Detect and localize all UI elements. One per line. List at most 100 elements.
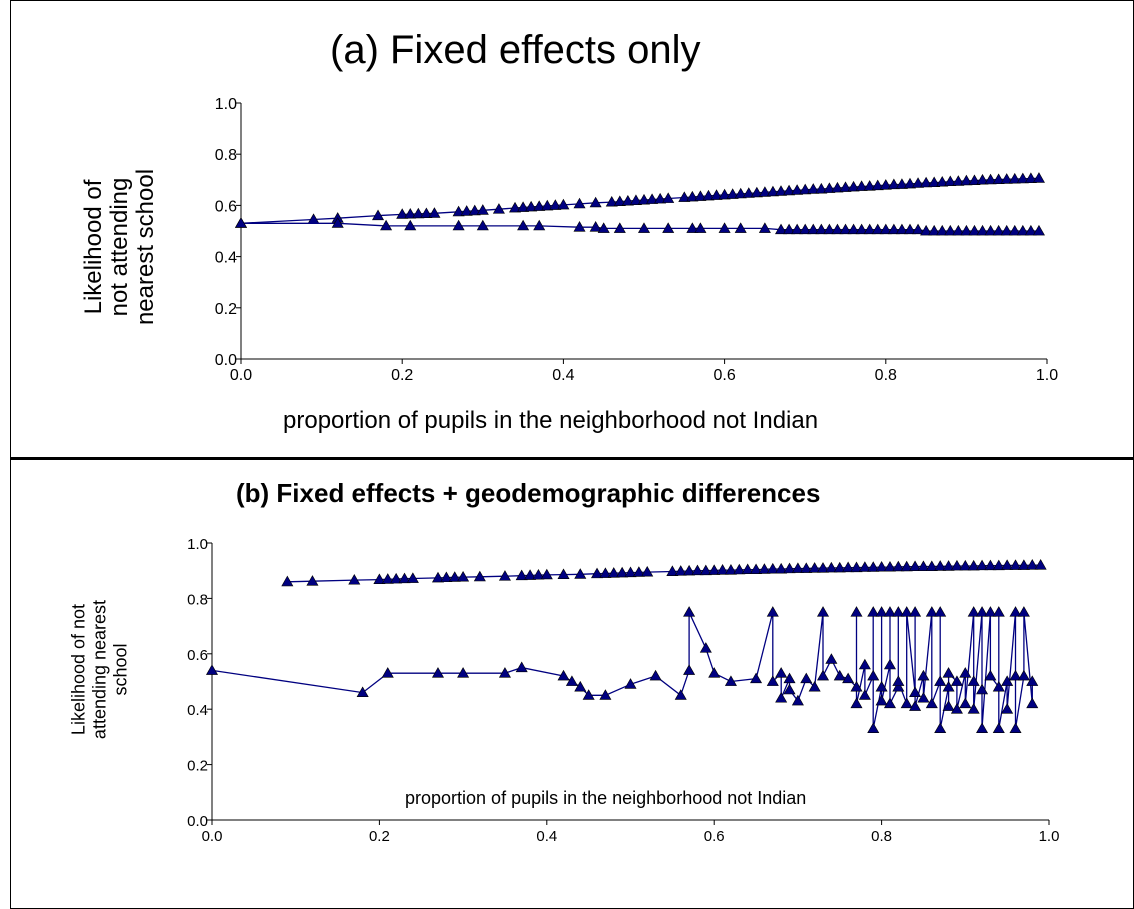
chart-a-series-2-marker — [734, 222, 747, 233]
chart-b-series-1-marker — [348, 574, 361, 585]
chart-b-series-1-marker — [909, 560, 922, 571]
chart-b-series-1-marker — [406, 572, 419, 583]
chart-a-series-2-marker — [960, 224, 973, 236]
chart-b-series-2-marker — [825, 653, 838, 664]
chart-a-series-1-marker — [702, 189, 715, 201]
chart-a-series-1-marker — [404, 207, 417, 219]
chart-a-series-1-marker — [815, 182, 828, 194]
chart-b-series-1-marker — [515, 569, 528, 581]
chart-a-series-2-marker — [1000, 224, 1013, 236]
chart-b-series-1-marker — [574, 568, 587, 579]
chart-b-series-1-marker — [783, 562, 796, 574]
chart-a-y-tick-label: 0.0 — [215, 352, 237, 369]
chart-b-series-1-marker — [524, 569, 537, 580]
chart-a-x-axis-label: proportion of pupils in the neighborhood… — [283, 407, 819, 434]
chart-b-series-1-marker — [398, 572, 411, 584]
chart-b-series-1-marker — [1001, 559, 1014, 570]
chart-a-series-1-marker — [686, 190, 699, 202]
chart-a-series-2-marker — [928, 224, 941, 236]
chart-b-y-tick-label: 0.8 — [187, 591, 208, 608]
chart-a-series-1-marker — [557, 198, 570, 210]
chart-b-x-tick-label: 0.6 — [704, 828, 725, 845]
chart-a-series-1-marker — [621, 194, 634, 206]
chart-b-series-2-marker — [1009, 669, 1022, 681]
chart-a-y-tick-label: 0.4 — [215, 250, 237, 267]
chart-b-series-2-marker — [984, 606, 997, 617]
chart-a-series-2-marker — [903, 223, 916, 235]
chart-a-y-tick: 0.4 — [215, 250, 241, 267]
chart-a-series-2-marker — [839, 223, 852, 235]
chart-a-series-1-marker — [903, 177, 916, 189]
chart-b-series-1-marker — [599, 567, 612, 578]
chart-a-series-1-marker — [460, 205, 473, 216]
chart-b-series-1-marker — [1017, 559, 1030, 570]
chart-b-series-1-marker — [791, 562, 804, 573]
chart-b-x-tick: 0.2 — [369, 820, 390, 845]
chart-b-series-1-marker — [373, 573, 386, 584]
chart-b-series-1-marker — [892, 560, 905, 572]
chart-b-series-2-marker — [842, 672, 855, 684]
chart-a-series-1-marker — [928, 176, 941, 188]
chart-a-series-1-marker — [492, 203, 505, 214]
chart-a-series-1-marker — [613, 195, 626, 206]
chart-b-series-1-marker — [381, 573, 394, 584]
chart-b-series-2-marker — [892, 680, 905, 692]
chart-a-series-2-marker — [234, 217, 248, 228]
chart-b-y-tick: 1.0 — [187, 536, 212, 553]
chart-b-series-2-marker — [1001, 675, 1014, 686]
chart-b-series-2-marker — [1026, 697, 1039, 709]
chart-a-series-2-marker — [952, 224, 965, 236]
chart-b-series-2-marker — [381, 667, 394, 678]
chart-a-series-2-marker — [1032, 224, 1045, 236]
chart-b-series-2-marker — [875, 606, 888, 617]
chart-b-series-1-marker — [833, 561, 846, 573]
chart-a-series-1-marker — [509, 201, 522, 213]
chart-a-series-1-marker — [742, 187, 755, 198]
chart-b-series-1-marker — [959, 559, 972, 571]
chart-b-series-2-marker — [959, 697, 972, 709]
chart-b-series-2-marker — [942, 700, 955, 711]
chart-b-series-2-marker — [917, 692, 930, 703]
chart-b-series-1-marker — [440, 571, 453, 583]
chart-b-series-1-marker — [448, 571, 461, 582]
chart-a-x-tick-label: 1.0 — [1036, 367, 1058, 384]
chart-b-series-1-marker — [816, 562, 830, 573]
chart-b-series-2-marker — [976, 722, 989, 734]
chart-b-series-2-marker — [984, 669, 997, 681]
chart-b-series-1-marker — [540, 568, 553, 580]
chart-b-series-1-marker — [624, 566, 637, 578]
chart-b-series-1-marker — [750, 563, 763, 575]
chart-a-series-2-marker — [920, 224, 933, 236]
chart-a-y-tick: 0.2 — [215, 301, 241, 318]
chart-b-plot: 0.0 0.2 0.4 0.6 0.8 1.0 0.0 0.2 0.4 0.6 0.8 1.0 — [187, 536, 1059, 845]
chart-a-series-2-marker — [662, 222, 675, 233]
chart-a-series-2-marker — [404, 219, 417, 231]
chart-a-x-tick: 0.4 — [552, 359, 575, 384]
chart-b-series-1-marker — [666, 565, 679, 576]
chart-a-series-1-marker — [589, 196, 602, 208]
chart-b-series-2-marker — [1017, 606, 1030, 617]
chart-a-series-2-marker — [936, 224, 949, 236]
chart-b-series-1-marker — [431, 571, 445, 583]
chart-b-series-1-marker — [641, 565, 654, 577]
chart-a-series-2-marker — [1008, 224, 1021, 236]
chart-b-series-1-marker — [306, 575, 319, 586]
chart-a-series-2-marker — [573, 221, 586, 232]
chart-a-series-1-marker — [452, 205, 465, 217]
chart-b-series-2-marker — [925, 606, 938, 617]
chart-a-x-tick-label: 0.4 — [552, 367, 574, 384]
chart-b-series-1-marker — [390, 572, 403, 584]
chart-a-series-1-marker — [726, 188, 739, 199]
chart-b-y-tick-label: 0.4 — [187, 702, 208, 719]
chart-b-series-1-marker — [976, 559, 989, 571]
chart-b-series-1-marker — [683, 564, 696, 576]
chart-b-series-1-marker — [867, 561, 880, 572]
chart-a-series-2-marker — [815, 223, 828, 235]
chart-a-series-1-marker — [952, 175, 965, 186]
chart-b-series-2-marker — [724, 675, 737, 686]
chart-b-series-2-marker — [750, 672, 763, 684]
chart-b-series-2-marker — [683, 664, 696, 675]
chart-b-series-2-marker — [867, 669, 880, 681]
chart-a-series-1-marker — [734, 187, 747, 199]
chart-a-series-1-marker — [775, 185, 788, 196]
